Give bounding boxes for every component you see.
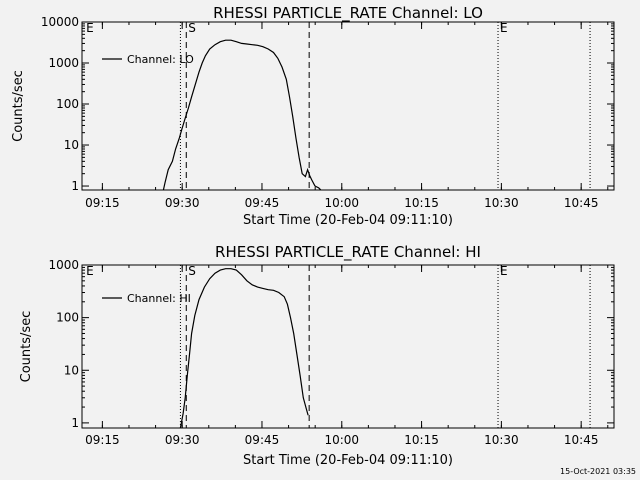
x-tick-label: 09:15 <box>85 433 120 447</box>
footer-timestamp: 15-Oct-2021 03:35 <box>560 467 636 476</box>
x-tick-label: 10:45 <box>564 433 599 447</box>
plot-title: RHESSI PARTICLE_RATE Channel: HI <box>215 243 481 262</box>
y-tick-label: 100 <box>56 311 79 325</box>
x-tick-label: 10:00 <box>324 196 359 210</box>
x-tick-label: 10:45 <box>564 196 599 210</box>
x-tick-label: 10:15 <box>404 196 439 210</box>
flag-label: E <box>86 21 94 35</box>
flag-label: E <box>86 264 94 278</box>
flag-label: E <box>500 264 508 278</box>
chart-lo: RHESSI PARTICLE_RATE Channel: LO 09:15 09:… <box>11 4 615 228</box>
chart-hi: RHESSI PARTICLE_RATE Channel: HI 09:15 09:… <box>19 243 615 468</box>
y-axis-label: Counts/sec <box>11 70 26 142</box>
y-tick-label: 10 <box>64 138 79 152</box>
flag-label: E <box>500 21 508 35</box>
x-tick-label: 10:30 <box>484 433 519 447</box>
x-tick-label: 09:45 <box>245 433 280 447</box>
x-tick-label: 10:00 <box>324 433 359 447</box>
y-axis-label: Counts/sec <box>19 311 34 383</box>
flag-label: S <box>188 21 196 35</box>
x-tick-label: 09:30 <box>165 196 200 210</box>
x-tick-label: 09:15 <box>85 196 120 210</box>
y-tick-label: 1000 <box>48 258 79 272</box>
x-axis-label: Start Time (20-Feb-04 09:11:10) <box>243 213 453 228</box>
series-line <box>179 268 309 428</box>
x-tick-label: 09:30 <box>165 433 200 447</box>
plot-frame <box>81 264 615 429</box>
x-tick-label: 10:30 <box>484 196 519 210</box>
legend-label: Channel: LO <box>127 53 194 66</box>
y-tick-label: 10000 <box>41 15 79 29</box>
x-tick-label: 10:15 <box>404 433 439 447</box>
x-axis-label: Start Time (20-Feb-04 09:11:10) <box>243 453 453 468</box>
y-tick-label: 1000 <box>48 56 79 70</box>
legend-label: Channel: HI <box>127 292 191 305</box>
series-line <box>162 39 322 190</box>
y-tick-label: 10 <box>64 363 79 377</box>
plot-title: RHESSI PARTICLE_RATE Channel: LO <box>213 4 483 23</box>
y-tick-label: 1 <box>71 179 79 193</box>
y-tick-label: 100 <box>56 97 79 111</box>
flag-label: S <box>188 264 196 278</box>
x-tick-label: 09:45 <box>245 196 280 210</box>
y-tick-label: 1 <box>71 416 79 430</box>
